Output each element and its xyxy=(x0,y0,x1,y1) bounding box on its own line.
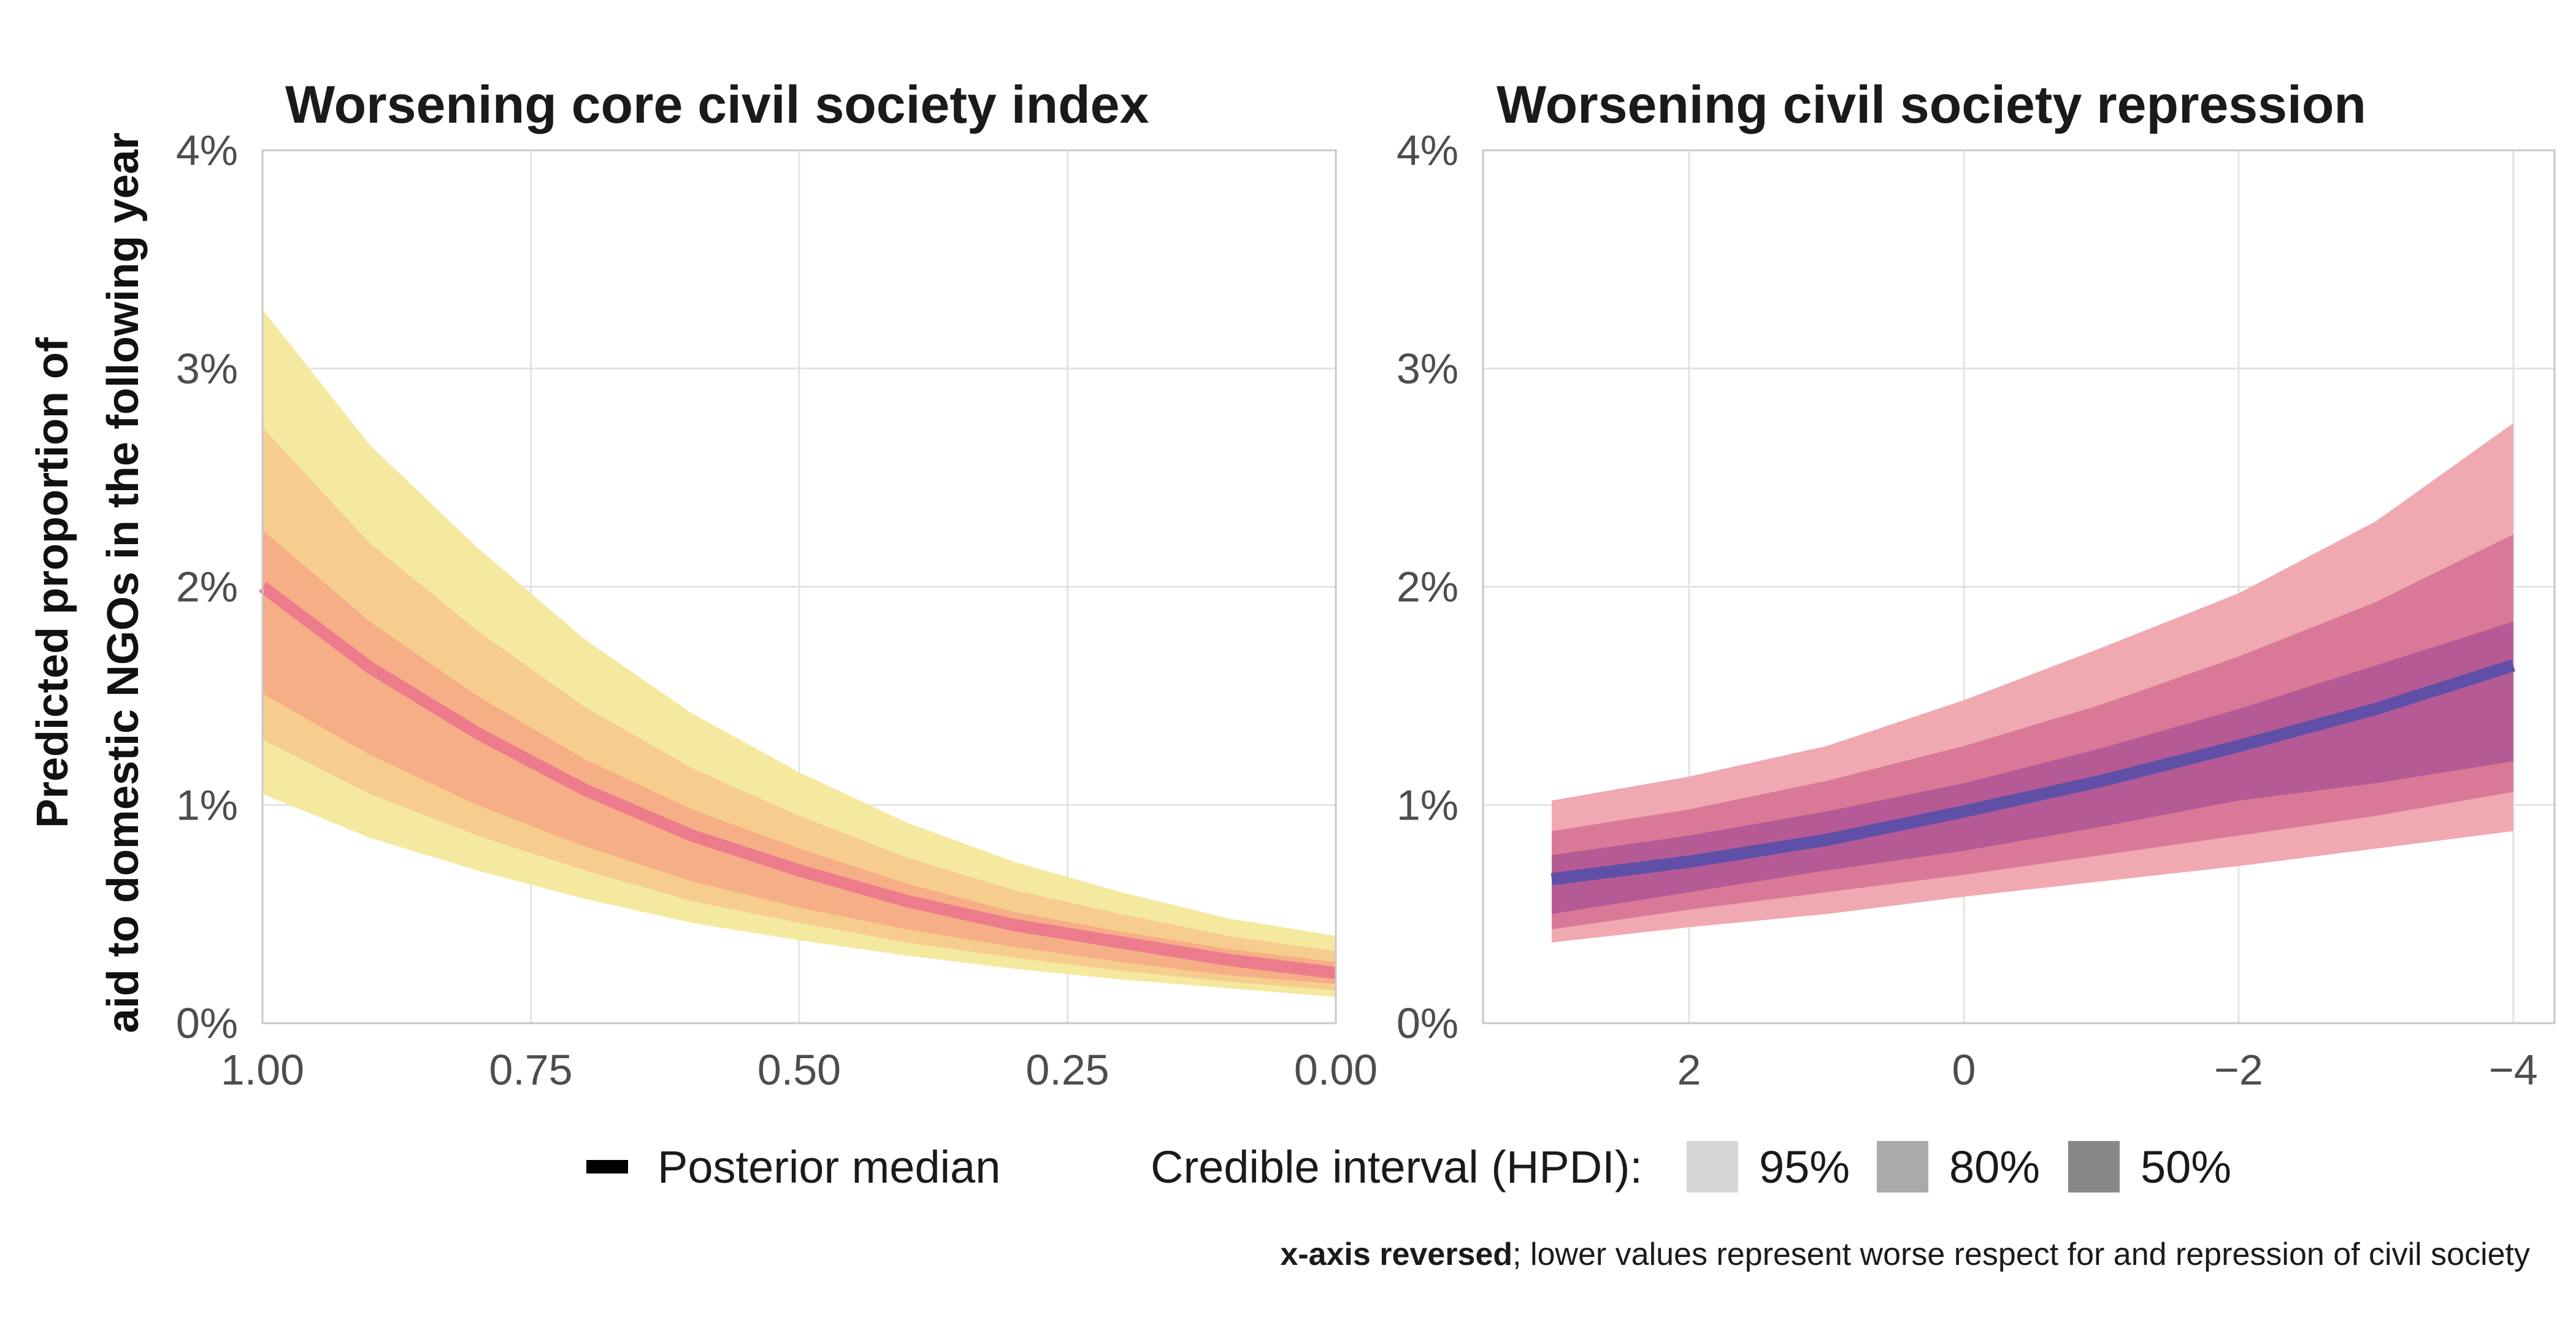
credible-bands-left xyxy=(263,309,1336,997)
legend-swatch-50 xyxy=(2068,1141,2120,1192)
legend: Posterior median Credible interval (HPDI… xyxy=(586,1141,2231,1192)
legend-swatch-95 xyxy=(1687,1141,1738,1192)
y-tick-label-0: 0% xyxy=(176,999,238,1047)
x-tick-label-4: −4 xyxy=(2489,1046,2538,1094)
legend-label-80: 80% xyxy=(1949,1142,2040,1192)
credible-band-80 xyxy=(263,427,1336,991)
y-tick-label-3: 3% xyxy=(1397,345,1459,393)
panel-frame-right xyxy=(1482,149,2556,1024)
x-tick-label-1-00: 1.00 xyxy=(221,1046,304,1094)
x-tick-label-2: −2 xyxy=(2214,1046,2263,1094)
posterior-median-line xyxy=(258,582,1337,980)
x-tick-label-0-50: 0.50 xyxy=(757,1046,841,1094)
legend-median-label: Posterior median xyxy=(657,1142,1000,1192)
legend-interval-title: Credible interval (HPDI): xyxy=(1151,1142,1643,1192)
caption: x-axis reversed; lower values represent … xyxy=(1280,1237,2530,1272)
panel-title-left: Worsening core civil society index xyxy=(285,75,1149,134)
caption-bold-part: x-axis reversed xyxy=(1280,1237,1512,1272)
x-tick-label-2: 2 xyxy=(1677,1046,1701,1094)
y-axis-label-line-2: aid to domestic NGOs in the following ye… xyxy=(99,132,148,1033)
panel-frame-left xyxy=(261,149,1337,1024)
x-tick-label-0-25: 0.25 xyxy=(1025,1046,1109,1094)
median-line-right xyxy=(1551,659,2515,886)
x-tick-label-0-00: 0.00 xyxy=(1294,1046,1378,1094)
y-tick-label-2: 2% xyxy=(176,563,238,611)
y-tick-label-1: 1% xyxy=(1397,781,1459,829)
median-line-left xyxy=(258,582,1337,980)
legend-swatch-80 xyxy=(1877,1141,1928,1192)
y-tick-label-4: 4% xyxy=(176,126,238,174)
x-tick-label-0: 0 xyxy=(1952,1046,1976,1094)
legend-label-50: 50% xyxy=(2141,1142,2231,1192)
caption-rest: ; lower values represent worse respect f… xyxy=(1512,1237,2530,1272)
y-tick-label-0: 0% xyxy=(1397,999,1459,1047)
credible-band-50 xyxy=(263,530,1336,984)
panel-title-right: Worsening civil society repression xyxy=(1497,75,2366,134)
y-tick-label-1: 1% xyxy=(176,781,238,829)
y-tick-label-2: 2% xyxy=(1397,563,1459,611)
legend-median-key xyxy=(586,1160,628,1173)
chart-panel-core-civil-society-index: Worsening core civil society index 0% 1% 2… xyxy=(176,75,1378,1094)
chart-panel-civil-society-repression: Worsening civil society repression 0% 1% 2… xyxy=(1397,75,2556,1094)
y-axis-label-line-1: Predicted proportion of xyxy=(28,337,77,828)
x-tick-label-0-75: 0.75 xyxy=(489,1046,572,1094)
y-tick-label-3: 3% xyxy=(176,345,238,393)
x-tick-labels-right: 2 0 −2 −4 xyxy=(1677,1046,2537,1094)
y-tick-label-4: 4% xyxy=(1397,126,1459,174)
x-tick-labels-left: 1.00 0.75 0.50 0.25 0.00 xyxy=(221,1046,1378,1094)
y-tick-labels-left: 0% 1% 2% 3% 4% xyxy=(176,126,238,1047)
y-tick-labels-right: 0% 1% 2% 3% 4% xyxy=(1397,126,1459,1047)
posterior-median-line xyxy=(1551,659,2515,886)
legend-label-95: 95% xyxy=(1759,1142,1850,1192)
